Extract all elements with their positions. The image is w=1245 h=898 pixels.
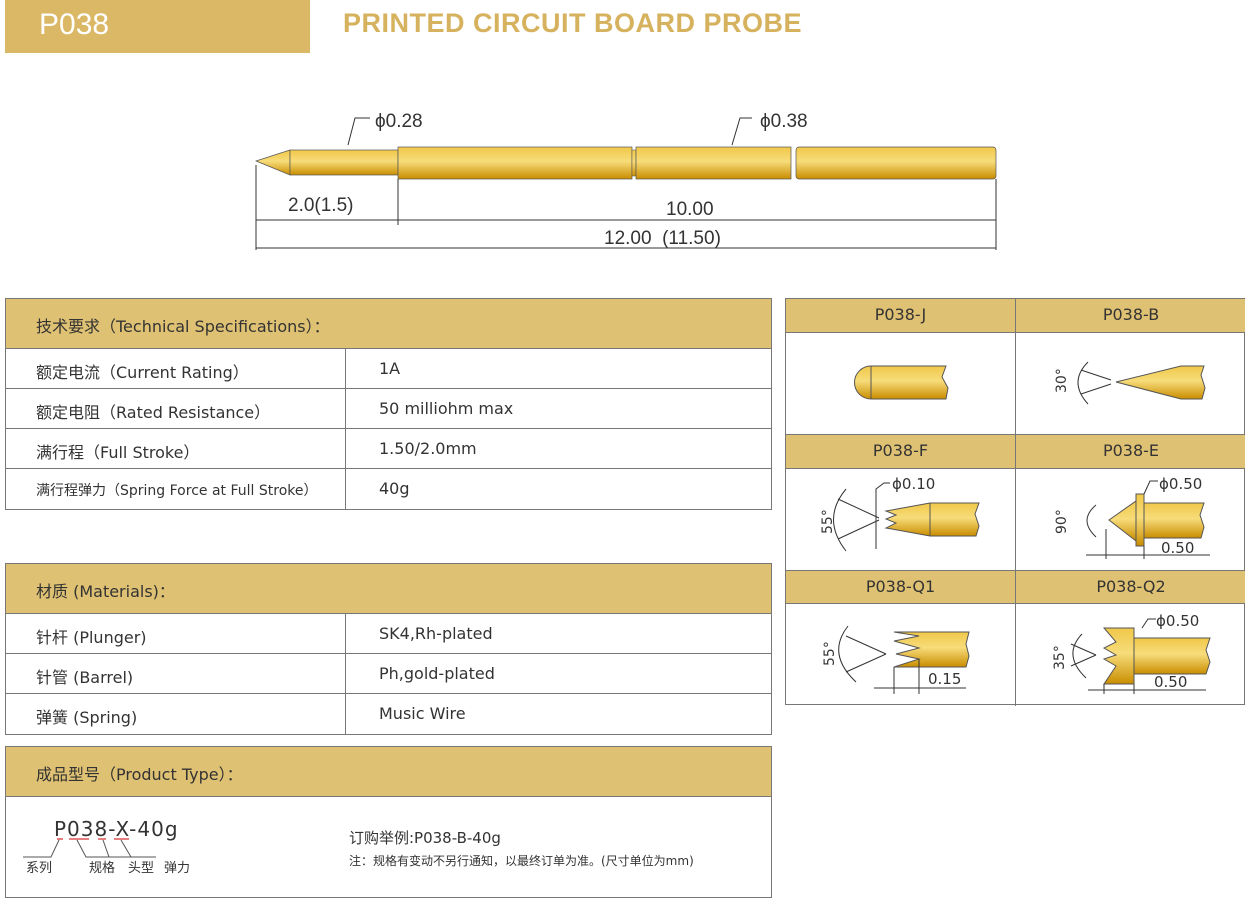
diameter-label: ϕ0.10 (892, 475, 935, 493)
materials-title: 材质 (Materials)： (6, 564, 771, 614)
specs-title: 技术要求（Technical Specifications）： (6, 299, 771, 349)
tip-q1-drawing: 0.15 55° (786, 604, 1016, 706)
part-force: 弹力 (164, 861, 191, 876)
table-row: 弹簧 (Spring) Music Wire (6, 694, 771, 734)
material-value: Ph,gold-plated (379, 664, 495, 683)
tip-header: P038-Q1 (786, 571, 1016, 604)
total-length-label: 12.00 (11.50) (604, 228, 721, 249)
probe-drawing: ϕ0.28 ϕ0.38 2.0(1.5) 10.00 12.00 (11.50) (254, 111, 997, 250)
spec-label: 额定电阻（Rated Resistance） (6, 389, 346, 428)
table-row: 额定电流（Current Rating） 1A (6, 349, 771, 389)
material-value: Music Wire (379, 704, 466, 723)
note: 注：规格有变动不另行通知，以最终订单为准。(尺寸单位为mm) (349, 854, 694, 868)
spec-label: 满行程弹力（Spring Force at Full Stroke） (6, 469, 346, 509)
table-row: 针管 (Barrel) Ph,gold-plated (6, 654, 771, 694)
specs-table: 技术要求（Technical Specifications）： 额定电流（Cur… (5, 298, 772, 510)
product-type-section: 成品型号（Product Type）： P038-X-40g 系列 规格 头型 … (5, 746, 772, 898)
product-type-title: 成品型号（Product Type）： (6, 747, 771, 797)
tip-header: P038-Q2 (1016, 571, 1245, 604)
table-row: 满行程（Full Stroke） 1.50/2.0mm (6, 429, 771, 469)
spec-value: 1A (379, 359, 401, 378)
part-series: 系列 (26, 861, 53, 876)
table-row: 针杆 (Plunger) SK4,Rh-plated (6, 614, 771, 654)
angle-label: 30° (1054, 368, 1070, 393)
tip-header: P038-E (1016, 435, 1245, 469)
model-badge: P038 (5, 0, 310, 53)
table-row: 满行程弹力（Spring Force at Full Stroke） 40g (6, 469, 771, 509)
length-label: 0.15 (928, 670, 961, 688)
spec-value: 50 milliohm max (379, 399, 514, 418)
angle-label: 55° (820, 509, 836, 534)
spec-value: 40g (379, 479, 410, 498)
diameter-label: ϕ0.50 (1159, 475, 1202, 493)
material-label: 弹簧 (Spring) (6, 694, 346, 734)
length-label: 0.50 (1161, 539, 1194, 557)
table-row: 额定电阻（Rated Resistance） 50 milliohm max (6, 389, 771, 429)
code-leader-lines (23, 838, 156, 858)
barrel-diameter-label: ϕ0.38 (760, 111, 808, 132)
material-label: 针管 (Barrel) (6, 654, 346, 693)
order-example: 订购举例:P038-B-40g (349, 829, 501, 847)
angle-label: 35° (1052, 645, 1068, 670)
tip-q2-drawing: ϕ0.50 0.50 35° (1016, 604, 1245, 706)
tip-header: P038-F (786, 435, 1016, 469)
material-value: SK4,Rh-plated (379, 624, 493, 643)
tip-types-grid: P038-J P038-B 30° P038-F P038-E ϕ0.10 55°… (785, 298, 1245, 706)
angle-label: 90° (1054, 509, 1070, 534)
spec-label: 额定电流（Current Rating） (6, 349, 346, 388)
materials-table: 材质 (Materials)： 针杆 (Plunger) SK4,Rh-plate… (5, 563, 772, 735)
length-label: 0.50 (1154, 673, 1187, 691)
diameter-label: ϕ0.50 (1156, 612, 1199, 630)
tip-b-drawing: 30° (1016, 333, 1245, 435)
barrel-length-label: 10.00 (666, 199, 714, 220)
part-spec: 规格 (89, 861, 116, 876)
spec-value: 1.50/2.0mm (379, 439, 477, 458)
document-title: PRINTED CIRCUIT BOARD PROBE (343, 8, 803, 38)
spec-label: 满行程（Full Stroke） (6, 429, 346, 468)
part-head-type: 头型 (128, 861, 155, 876)
material-label: 针杆 (Plunger) (6, 614, 346, 653)
angle-label: 55° (822, 641, 838, 666)
tip-f-drawing: ϕ0.10 55° (786, 469, 1016, 571)
tip-length-label: 2.0(1.5) (288, 195, 353, 216)
probe-body (254, 146, 997, 180)
tip-header: P038-B (1016, 299, 1245, 333)
tip-diameter-label: ϕ0.28 (375, 111, 423, 132)
tip-header: P038-J (786, 299, 1016, 333)
tip-e-drawing: ϕ0.50 0.50 90° (1016, 469, 1245, 571)
tip-j-drawing (786, 333, 1016, 435)
product-code: P038-X-40g (54, 817, 179, 841)
